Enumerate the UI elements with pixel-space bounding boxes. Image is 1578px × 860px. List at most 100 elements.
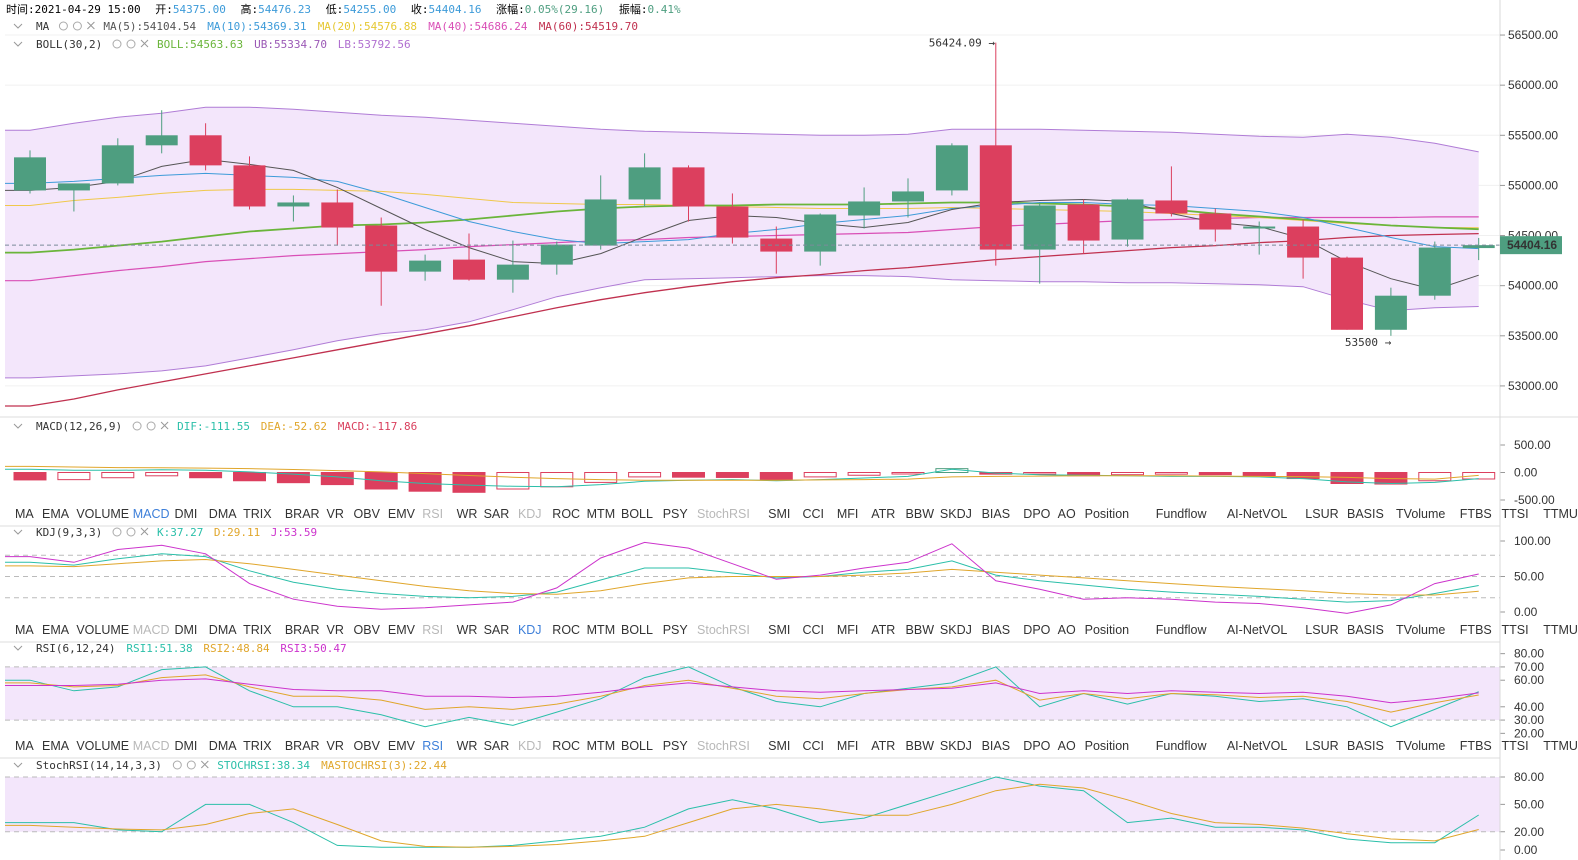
tab-kdj[interactable]: KDJ: [518, 739, 542, 753]
tab-basis[interactable]: BASIS: [1347, 507, 1384, 521]
tab-ttsi[interactable]: TTSI: [1502, 623, 1529, 637]
tab-dmi[interactable]: DMI: [174, 739, 197, 753]
tab-emv[interactable]: EMV: [388, 507, 416, 521]
eye-icon[interactable]: [112, 527, 122, 537]
eye-icon[interactable]: [58, 21, 68, 31]
tab-basis[interactable]: BASIS: [1347, 623, 1384, 637]
tab-trix[interactable]: TRIX: [243, 507, 272, 521]
candle-body[interactable]: [1374, 295, 1407, 330]
candle-body[interactable]: [1462, 245, 1495, 249]
tab-tvolume[interactable]: TVolume: [1396, 507, 1445, 521]
tab-mtm[interactable]: MTM: [587, 507, 615, 521]
tab-ttmu[interactable]: TTMU: [1543, 739, 1578, 753]
tab-dma[interactable]: DMA: [209, 623, 237, 637]
tab-position[interactable]: Position: [1085, 507, 1130, 521]
tab-roc[interactable]: ROC: [552, 507, 580, 521]
tab-bbw[interactable]: BBW: [906, 507, 935, 521]
tab-ttmu[interactable]: TTMU: [1543, 507, 1578, 521]
tab-trix[interactable]: TRIX: [243, 623, 272, 637]
tab-ao[interactable]: AO: [1058, 623, 1076, 637]
tab-brar[interactable]: BRAR: [285, 507, 320, 521]
chevron-down-icon[interactable]: [13, 529, 23, 535]
tab-skdj[interactable]: SKDJ: [940, 739, 972, 753]
tab-atr[interactable]: ATR: [871, 507, 895, 521]
tab-ftbs[interactable]: FTBS: [1460, 739, 1492, 753]
candle-body[interactable]: [892, 191, 924, 202]
tab-wr[interactable]: WR: [457, 623, 478, 637]
tab-ai-netvol[interactable]: AI-NetVOL: [1227, 507, 1287, 521]
tab-dpo[interactable]: DPO: [1023, 623, 1050, 637]
close-icon[interactable]: [140, 39, 149, 48]
tab-rsi[interactable]: RSI: [422, 739, 443, 753]
tab-skdj[interactable]: SKDJ: [940, 507, 972, 521]
chevron-down-icon[interactable]: [13, 762, 23, 768]
tab-dma[interactable]: DMA: [209, 507, 237, 521]
candle-body[interactable]: [1287, 226, 1320, 258]
tab-fundflow[interactable]: Fundflow: [1156, 739, 1208, 753]
tab-dmi[interactable]: DMI: [174, 507, 197, 521]
tab-rsi[interactable]: RSI: [422, 507, 443, 521]
chevron-down-icon[interactable]: [13, 41, 23, 47]
close-icon[interactable]: [200, 760, 209, 769]
candle-body[interactable]: [409, 260, 442, 272]
tab-mtm[interactable]: MTM: [587, 623, 615, 637]
tab-ao[interactable]: AO: [1058, 739, 1076, 753]
candle-body[interactable]: [848, 201, 881, 216]
tab-atr[interactable]: ATR: [871, 623, 895, 637]
close-icon[interactable]: [160, 421, 169, 430]
gear-icon[interactable]: [72, 21, 82, 31]
tab-ai-netvol[interactable]: AI-NetVOL: [1227, 623, 1287, 637]
tab-lsur[interactable]: LSUR: [1305, 739, 1338, 753]
candle-body[interactable]: [14, 157, 46, 191]
tab-sar[interactable]: SAR: [484, 739, 510, 753]
tab-ma[interactable]: MA: [15, 507, 34, 521]
tab-basis[interactable]: BASIS: [1347, 739, 1384, 753]
tab-macd[interactable]: MACD: [133, 623, 170, 637]
candle-body[interactable]: [1199, 213, 1232, 230]
candle-body[interactable]: [233, 165, 266, 207]
gear-icon[interactable]: [126, 527, 136, 537]
tab-cci[interactable]: CCI: [803, 507, 825, 521]
gear-icon[interactable]: [126, 39, 136, 49]
tab-sar[interactable]: SAR: [484, 623, 510, 637]
tab-atr[interactable]: ATR: [871, 739, 895, 753]
close-icon[interactable]: [87, 21, 95, 30]
tab-smi[interactable]: SMI: [768, 507, 790, 521]
tab-smi[interactable]: SMI: [768, 739, 790, 753]
tab-ma[interactable]: MA: [15, 623, 34, 637]
candle-body[interactable]: [979, 145, 1012, 250]
candle-body[interactable]: [935, 145, 968, 191]
tab-bias[interactable]: BIAS: [982, 507, 1011, 521]
tab-ttsi[interactable]: TTSI: [1502, 507, 1529, 521]
tab-lsur[interactable]: LSUR: [1305, 507, 1338, 521]
tab-vr[interactable]: VR: [327, 507, 344, 521]
eye-icon[interactable]: [112, 39, 122, 49]
candle-body[interactable]: [584, 199, 617, 246]
eye-icon[interactable]: [172, 760, 182, 770]
tab-cci[interactable]: CCI: [803, 739, 825, 753]
candle-body[interactable]: [1418, 247, 1451, 296]
indicator-tab-rows[interactable]: MA EMA VOLUME MACD DMI DMA TRIX BRAR VR OBV EMV RSI…: [0, 507, 1578, 759]
tab-stochrsi[interactable]: StochRSI: [697, 507, 750, 521]
tab-fundflow[interactable]: Fundflow: [1156, 507, 1208, 521]
tab-dmi[interactable]: DMI: [174, 623, 197, 637]
tab-ttsi[interactable]: TTSI: [1502, 739, 1529, 753]
tab-bbw[interactable]: BBW: [906, 623, 935, 637]
tab-dpo[interactable]: DPO: [1023, 739, 1050, 753]
tab-mtm[interactable]: MTM: [587, 739, 615, 753]
tab-obv[interactable]: OBV: [354, 623, 381, 637]
chevron-down-icon[interactable]: [13, 645, 23, 651]
tab-cci[interactable]: CCI: [803, 623, 825, 637]
candle-body[interactable]: [628, 167, 661, 200]
tab-dpo[interactable]: DPO: [1023, 507, 1050, 521]
tab-volume[interactable]: VOLUME: [76, 739, 129, 753]
tab-ttmu[interactable]: TTMU: [1543, 623, 1578, 637]
candle-body[interactable]: [277, 202, 310, 207]
tab-vr[interactable]: VR: [327, 623, 344, 637]
tab-mfi[interactable]: MFI: [837, 623, 859, 637]
tab-brar[interactable]: BRAR: [285, 739, 320, 753]
tab-fundflow[interactable]: Fundflow: [1156, 623, 1208, 637]
candle-body[interactable]: [101, 145, 134, 184]
candle-body[interactable]: [365, 225, 398, 272]
tab-position[interactable]: Position: [1085, 623, 1130, 637]
